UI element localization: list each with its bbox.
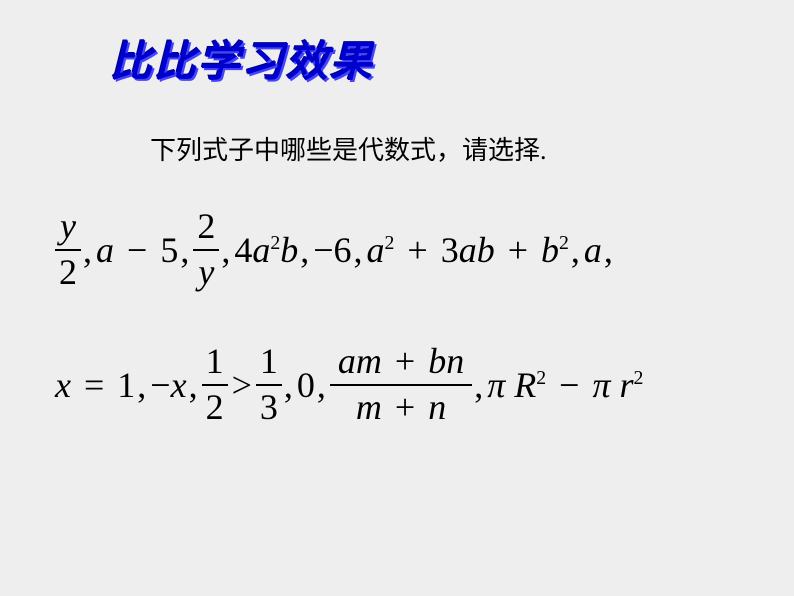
- var-ab: ab: [459, 230, 495, 270]
- numerator: 2: [193, 207, 219, 247]
- term-neg-6: −6: [313, 229, 351, 271]
- fraction-am-bn-over-m-n: am + bn m + n: [330, 342, 472, 427]
- fraction-y-over-2: y 2: [55, 207, 81, 292]
- var-x: x: [171, 365, 187, 405]
- denominator: m + n: [348, 388, 454, 428]
- exp-2: 2: [270, 232, 280, 254]
- pi: π: [487, 365, 505, 405]
- plus: +: [508, 230, 528, 270]
- pi: π: [592, 365, 610, 405]
- math-line-1: y 2 , a − 5 , 2 y , 4a2b , −6 , a2 + 3ab…: [55, 195, 755, 305]
- term-zero: 0: [297, 364, 315, 406]
- fraction-1-over-2: 1 2: [202, 342, 228, 427]
- term-a: a: [584, 229, 602, 271]
- comma: ,: [189, 364, 198, 406]
- var-x: x: [55, 365, 71, 405]
- term-piR2-minus-pir2: π R2 − π r2: [487, 364, 643, 406]
- numerator: am + bn: [330, 342, 472, 382]
- denominator: 2: [202, 388, 228, 428]
- var-r: r: [620, 365, 634, 405]
- var-m: m: [356, 387, 382, 427]
- comma: ,: [83, 229, 92, 271]
- var-a: a: [96, 230, 114, 270]
- exp-2: 2: [634, 367, 644, 389]
- comma: ,: [284, 364, 293, 406]
- fraction-bar: [330, 384, 472, 386]
- minus: −: [559, 365, 579, 405]
- var-a: a: [252, 230, 270, 270]
- math-expressions: y 2 , a − 5 , 2 y , 4a2b , −6 , a2 + 3ab…: [55, 195, 755, 440]
- denominator: y: [194, 253, 218, 293]
- var-n: n: [428, 387, 446, 427]
- comma: ,: [300, 229, 309, 271]
- fraction-bar: [202, 384, 228, 386]
- numerator: 1: [256, 342, 282, 382]
- exp-2: 2: [536, 367, 546, 389]
- term-a2-3ab-b2: a2 + 3ab + b2: [367, 229, 569, 271]
- comma: ,: [571, 229, 580, 271]
- comma: ,: [354, 229, 363, 271]
- greater-than: >: [232, 364, 252, 406]
- exp-2: 2: [385, 232, 395, 254]
- comma: ,: [221, 229, 230, 271]
- comma: ,: [137, 364, 146, 406]
- comma: ,: [317, 364, 326, 406]
- instruction-text: 下列式子中哪些是代数式，请选择.: [150, 130, 547, 167]
- term-a-minus-5: a − 5: [96, 229, 178, 271]
- fraction-2-over-y: 2 y: [193, 207, 219, 292]
- comma: ,: [180, 229, 189, 271]
- comma: ,: [604, 229, 613, 271]
- var-a: a: [367, 230, 385, 270]
- var-am: am: [338, 341, 382, 381]
- exp-2: 2: [559, 232, 569, 254]
- comma: ,: [474, 364, 483, 406]
- fraction-bar: [256, 384, 282, 386]
- plus: +: [395, 387, 415, 427]
- var-bn: bn: [428, 341, 464, 381]
- numerator: 1: [202, 342, 228, 382]
- var-b: b: [280, 230, 298, 270]
- plus: +: [407, 230, 427, 270]
- page-title: 比比学习效果: [110, 28, 374, 89]
- fraction-1-over-3: 1 3: [256, 342, 282, 427]
- plus: +: [395, 341, 415, 381]
- denominator: 3: [256, 388, 282, 428]
- var-b: b: [541, 230, 559, 270]
- neg: −: [150, 365, 170, 405]
- term-4a2b: 4a2b: [234, 229, 298, 271]
- numerator: y: [56, 207, 80, 247]
- num-5: 5: [160, 230, 178, 270]
- denominator: 2: [55, 253, 81, 293]
- equals: =: [84, 365, 104, 405]
- fraction-bar: [55, 249, 81, 251]
- var-R: R: [514, 365, 536, 405]
- coef-4: 4: [234, 230, 252, 270]
- term-x-eq-1: x = 1: [55, 364, 135, 406]
- fraction-bar: [193, 249, 219, 251]
- num-1: 1: [117, 365, 135, 405]
- coef-3: 3: [441, 230, 459, 270]
- minus: −: [127, 230, 147, 270]
- term-neg-x: −x: [150, 364, 186, 406]
- math-line-2: x = 1 , −x , 1 2 > 1 3 , 0 , am + bn: [55, 330, 755, 440]
